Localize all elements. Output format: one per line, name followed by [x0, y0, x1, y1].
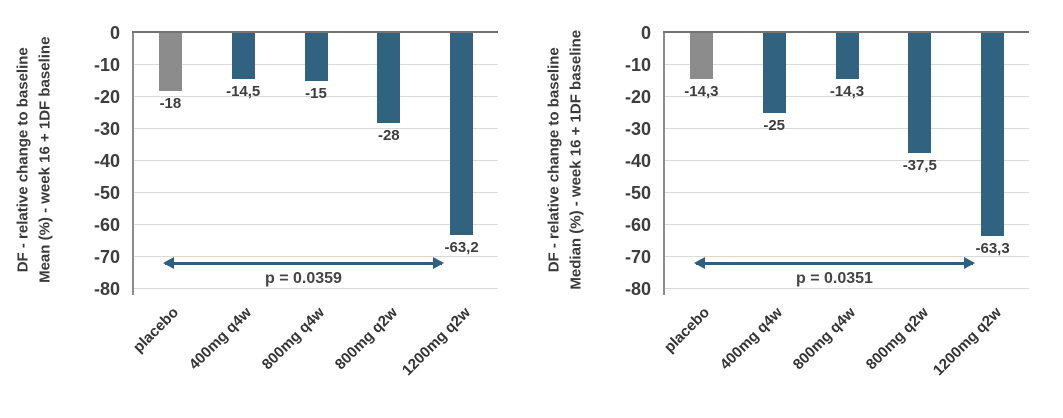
x-axis-zero-line	[663, 31, 1029, 33]
y-tick-label: -70	[624, 247, 651, 267]
bar-800mg-q2w	[377, 33, 401, 123]
bar-value-label: -14,3	[684, 82, 719, 100]
bar-1200mg-q2w	[450, 33, 474, 236]
plot-area: -14,3 -25 -14,3 -37,5 -63,3 p = 0.0351	[663, 31, 1029, 295]
bar-value-label: -63,3	[975, 239, 1010, 257]
bar-value-label: -25	[763, 117, 786, 134]
y-axis-line	[663, 31, 665, 295]
bar-800mg-q4w	[835, 33, 859, 79]
y-tick-label: -40	[93, 151, 120, 171]
bar-value-label: -63,2	[444, 239, 479, 257]
chart-median: DF - relative change to baseline Median …	[531, 0, 1062, 418]
bar-400mg-q4w	[231, 33, 255, 80]
y-tick-label: -30	[624, 119, 651, 139]
y-tick-label: -10	[93, 55, 120, 75]
y-tick-label: -20	[624, 87, 651, 107]
gridline	[134, 288, 498, 289]
gridline	[134, 256, 498, 257]
y-tick-label: -80	[624, 279, 651, 299]
gridline	[665, 128, 1029, 129]
gridline	[134, 224, 498, 225]
gridline	[665, 256, 1029, 257]
y-tick-label: -10	[624, 55, 651, 75]
bar-800mg-q4w	[304, 33, 328, 81]
bar-placebo	[158, 33, 182, 91]
bar-800mg-q2w	[908, 33, 932, 153]
y-tick-label: -30	[93, 119, 120, 139]
bar-400mg-q4w	[762, 33, 786, 113]
p-value-label: p = 0.0351	[796, 270, 873, 288]
bar-value-label: -37,5	[902, 157, 937, 174]
bar-placebo	[689, 33, 713, 79]
x-axis-zero-line	[132, 31, 498, 33]
bar-value-label: -28	[377, 126, 400, 144]
significance-arrow	[163, 257, 444, 270]
gridline	[134, 128, 498, 129]
bar-1200mg-q2w	[981, 33, 1005, 236]
significance-arrow	[694, 257, 975, 270]
gridline	[665, 96, 1029, 97]
y-tick-label: -60	[624, 215, 651, 235]
gridline	[665, 160, 1029, 161]
p-value-label: p = 0.0359	[265, 270, 342, 288]
bar-value-label: -18	[159, 94, 182, 112]
y-tick-label: -80	[93, 279, 120, 299]
y-axis-title-line-2: Mean (%) - week 16 + 1DF baseline	[36, 36, 53, 283]
gridline	[665, 224, 1029, 225]
y-axis-line	[132, 31, 134, 295]
gridline	[665, 288, 1029, 289]
bar-value-label: -14,3	[829, 82, 865, 100]
chart-mean: DF - relative change to baseline Mean (%…	[0, 0, 531, 418]
y-tick-label: -20	[93, 87, 120, 107]
y-axis-title-line-2: Median (%) - week 16 + 1DF baseline	[567, 29, 584, 290]
y-axis-title: DF - relative change to baseline Median …	[543, 0, 587, 325]
bar-value-label: -15	[305, 85, 327, 102]
y-axis-title: DF - relative change to baseline Mean (%…	[12, 0, 56, 325]
x-axis-labels: placebo 400mg q4w 800mg q4w 800mg q2w 1200mg…	[0, 296, 531, 418]
y-tick-label: -70	[93, 247, 120, 267]
y-tick-label: 0	[640, 23, 651, 43]
y-tick-label: -50	[624, 183, 651, 203]
bar-value-label: -14,5	[226, 83, 261, 101]
gridline	[134, 160, 498, 161]
gridline	[134, 96, 498, 97]
plot-area: -18 -14,5 -15 -28 -63,2 p = 0.0359	[132, 31, 498, 295]
y-tick-label: -50	[93, 183, 120, 203]
y-tick-label: -40	[624, 151, 651, 171]
gridline	[665, 192, 1029, 193]
y-tick-label: 0	[109, 23, 120, 43]
y-axis-title-line-1: DF - relative change to baseline	[545, 47, 563, 273]
x-axis-labels: placebo 400mg q4w 800mg q4w 800mg q2w 1200mg…	[531, 296, 1062, 418]
y-tick-label: -60	[93, 215, 120, 235]
y-axis-title-line-1: DF - relative change to baseline	[14, 47, 32, 273]
gridline	[134, 192, 498, 193]
